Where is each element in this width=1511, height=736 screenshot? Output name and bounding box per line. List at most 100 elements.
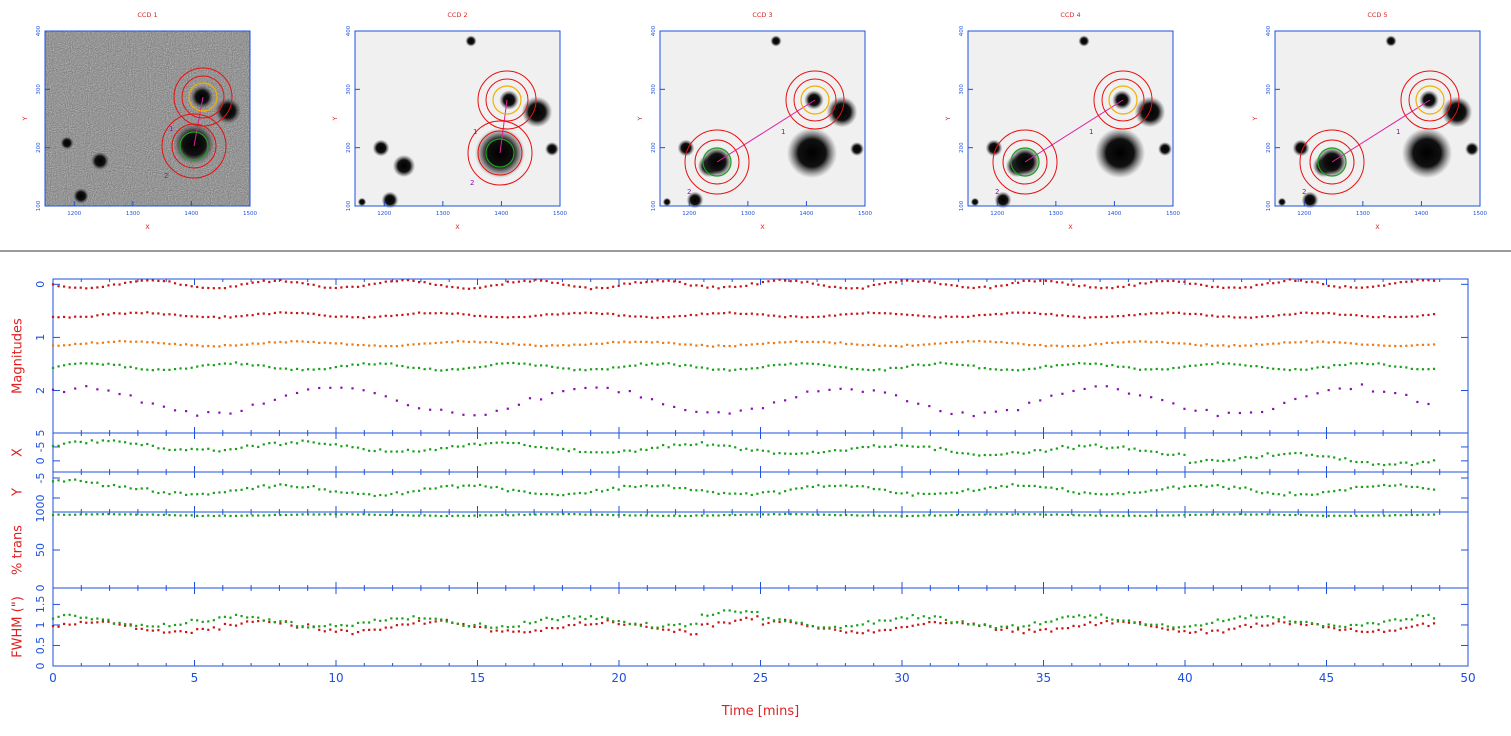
- lc-ytick-label: 50: [34, 543, 47, 557]
- data-point: [201, 620, 204, 623]
- data-point: [1211, 513, 1214, 516]
- data-point: [711, 443, 715, 446]
- data-point: [96, 362, 99, 366]
- data-point: [329, 367, 332, 370]
- data-point: [1416, 614, 1419, 617]
- data-point: [673, 405, 676, 409]
- data-point: [778, 620, 781, 624]
- data-point: [828, 364, 831, 367]
- data-point: [1033, 484, 1036, 488]
- data-point: [1116, 492, 1119, 495]
- data-point: [462, 622, 465, 626]
- data-point: [1283, 621, 1286, 624]
- data-point: [395, 314, 398, 317]
- data-point: [301, 369, 304, 372]
- aperture-sky-inner: [694, 139, 740, 185]
- data-point: [839, 387, 842, 390]
- data-point: [978, 454, 981, 457]
- data-point: [800, 513, 803, 516]
- data-point: [789, 362, 792, 365]
- data-point: [74, 614, 77, 617]
- data-point: [856, 624, 859, 627]
- data-point: [401, 313, 404, 317]
- data-point: [1183, 453, 1186, 456]
- data-point: [573, 285, 576, 288]
- data-point: [845, 624, 848, 628]
- data-point: [1277, 281, 1280, 284]
- data-point: [190, 447, 193, 450]
- data-point: [811, 485, 814, 489]
- data-point: [1166, 514, 1169, 517]
- data-point: [944, 362, 948, 365]
- data-point: [1399, 344, 1402, 348]
- data-point: [728, 369, 731, 372]
- data-point: [1089, 286, 1092, 289]
- data-point: [1249, 456, 1253, 459]
- data-point: [1022, 625, 1025, 628]
- data-point: [723, 621, 726, 624]
- data-point: [545, 513, 548, 516]
- data-point: [756, 448, 759, 451]
- data-point: [179, 448, 182, 451]
- ccd-ytick-label: 400: [959, 25, 965, 36]
- data-point: [750, 282, 753, 285]
- data-point: [989, 513, 992, 516]
- data-point: [295, 442, 299, 445]
- data-point: [833, 314, 837, 317]
- data-point: [212, 491, 215, 494]
- data-point: [434, 448, 437, 452]
- data-point: [606, 619, 609, 622]
- ccd-title: CCD 1: [137, 11, 157, 19]
- data-point: [1094, 616, 1097, 619]
- data-point: [51, 513, 55, 517]
- data-point: [1233, 485, 1236, 488]
- data-point: [345, 624, 349, 627]
- data-point: [784, 512, 787, 516]
- data-point: [190, 366, 193, 369]
- data-point: [1216, 629, 1219, 632]
- data-point: [1333, 627, 1336, 630]
- data-point: [340, 628, 343, 632]
- data-point: [157, 279, 160, 283]
- data-point: [101, 485, 105, 488]
- data-point: [284, 620, 288, 624]
- star-label: 1: [781, 128, 785, 136]
- data-point: [528, 513, 532, 516]
- data-point: [1371, 343, 1375, 346]
- data-point: [539, 314, 543, 317]
- data-point: [1371, 630, 1375, 633]
- data-point: [1039, 449, 1042, 452]
- data-point: [329, 386, 332, 389]
- data-point: [1111, 315, 1114, 318]
- data-point: [351, 343, 354, 346]
- data-point: [1183, 629, 1186, 633]
- data-point: [495, 626, 498, 629]
- data-point: [151, 312, 154, 315]
- data-point: [706, 622, 709, 625]
- data-point: [906, 625, 909, 629]
- data-point: [1377, 628, 1380, 632]
- data-point: [1039, 312, 1042, 316]
- data-point: [950, 412, 953, 416]
- data-point: [545, 344, 548, 348]
- data-point: [933, 316, 936, 319]
- data-point: [939, 622, 942, 625]
- data-point: [1194, 630, 1197, 634]
- data-point: [1261, 410, 1264, 414]
- data-point: [539, 493, 543, 496]
- data-point: [279, 622, 282, 625]
- data-point: [1166, 453, 1169, 456]
- data-point: [1394, 618, 1397, 621]
- data-point: [1216, 285, 1219, 288]
- data-point: [650, 514, 654, 517]
- star-label: 1: [1089, 128, 1093, 136]
- data-point: [101, 620, 105, 623]
- data-point: [1349, 286, 1352, 289]
- data-point: [368, 449, 371, 452]
- data-point: [268, 514, 271, 517]
- data-point: [1288, 278, 1291, 281]
- data-point: [1077, 344, 1081, 348]
- data-point: [967, 315, 970, 318]
